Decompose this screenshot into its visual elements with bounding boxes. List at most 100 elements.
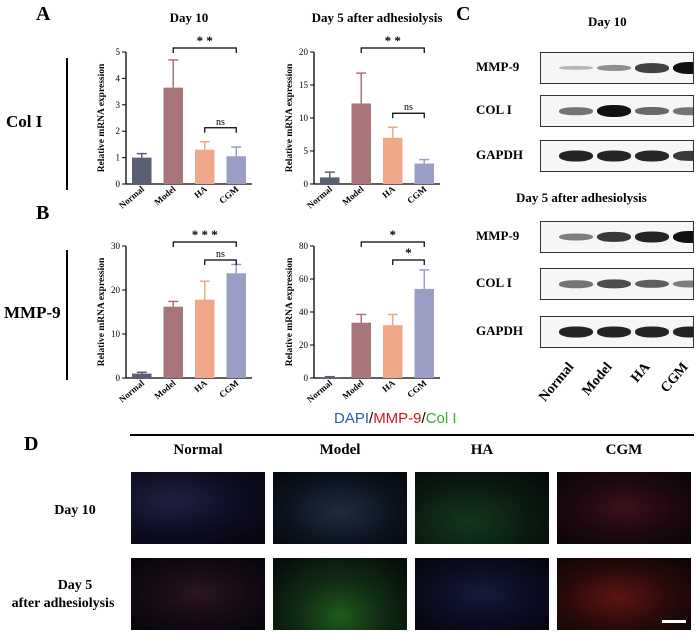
if-col-normal: Normal bbox=[173, 442, 223, 458]
panel-label-a: A bbox=[36, 3, 51, 25]
bar-chart-mmp-day10: 0 10 20 30 Relative mRNA expression Normal Mod… bbox=[97, 227, 252, 404]
western-band bbox=[559, 65, 593, 71]
significance-bracket bbox=[172, 47, 237, 53]
y-tick-label: 0 bbox=[116, 179, 121, 189]
chart-title: Day 10 bbox=[170, 10, 209, 25]
if-row-day10: Day 10 bbox=[54, 503, 96, 518]
y-tick-label: 20 bbox=[299, 340, 309, 350]
y-axis-label: Relative mRNA expression bbox=[285, 63, 295, 172]
western-band bbox=[635, 107, 669, 115]
panel-label-b: B bbox=[36, 202, 50, 224]
x-tick-label-cgm: CGM bbox=[405, 378, 429, 400]
bar-ha bbox=[194, 299, 215, 378]
western-band bbox=[673, 280, 693, 288]
x-tick-label-cgm: CGM bbox=[405, 184, 429, 206]
bar-ha bbox=[194, 149, 215, 184]
western-blot-strip bbox=[540, 95, 694, 127]
significance-bracket bbox=[360, 47, 425, 53]
western-blot-strip bbox=[540, 140, 694, 172]
x-tick-label-cgm: CGM bbox=[217, 378, 241, 400]
western-band bbox=[559, 107, 593, 115]
y-tick-label: 60 bbox=[299, 274, 309, 284]
western-band bbox=[635, 63, 669, 73]
title-slash-2: / bbox=[421, 410, 426, 427]
significance-label: * bbox=[405, 245, 412, 260]
western-row-label: COL I bbox=[476, 102, 512, 117]
western-band bbox=[559, 233, 593, 241]
western-band bbox=[559, 326, 593, 338]
bar-cgm bbox=[414, 288, 435, 378]
col-row-bar bbox=[66, 58, 68, 190]
bar-normal bbox=[319, 377, 340, 378]
y-tick-label: 10 bbox=[111, 329, 121, 339]
x-tick-label-model: Model bbox=[152, 184, 178, 208]
panel-label-c: C bbox=[456, 3, 471, 25]
if-image-cgm-day5 bbox=[557, 558, 691, 630]
significance-label: ns bbox=[216, 117, 225, 128]
y-axis-label: Relative mRNA expression bbox=[285, 257, 295, 366]
y-axis-label: Relative mRNA expression bbox=[97, 63, 107, 172]
significance-label: * bbox=[390, 227, 397, 242]
row-label-col: Col I bbox=[6, 112, 43, 131]
western-lane-label-ha: HA bbox=[628, 360, 654, 386]
significance-label: ns bbox=[216, 249, 225, 260]
bar-normal bbox=[131, 157, 152, 184]
x-tick-label-cgm: CGM bbox=[217, 184, 241, 206]
x-tick-label-model: Model bbox=[340, 378, 366, 402]
if-col-cgm: CGM bbox=[605, 442, 643, 458]
if-image-model-day10 bbox=[273, 472, 407, 544]
y-tick-label: 30 bbox=[111, 241, 121, 251]
western-row-label: GAPDH bbox=[476, 323, 523, 338]
significance-label: ns bbox=[404, 102, 413, 113]
western-band bbox=[673, 231, 693, 243]
western-lane-label-normal: Normal bbox=[536, 360, 578, 405]
row-label-mmp: MMP-9 bbox=[4, 303, 61, 322]
western-band bbox=[597, 105, 631, 117]
x-tick-label-normal: Normal bbox=[117, 378, 146, 404]
if-image-cgm-day10 bbox=[557, 472, 691, 544]
significance-label: * * bbox=[385, 33, 401, 48]
chart-title: Day 5 after adhesiolysis bbox=[312, 10, 443, 25]
bar-chart-mmp-day5: 0 20 40 60 80 Relative mRNA expression Normal M… bbox=[285, 227, 440, 404]
bar-ha bbox=[382, 137, 403, 184]
western-band bbox=[673, 62, 693, 74]
title-col1: Col I bbox=[425, 410, 457, 427]
western-band bbox=[597, 64, 631, 72]
western-band bbox=[597, 326, 631, 338]
western-title-1: Day 5 after adhesiolysis bbox=[516, 190, 647, 205]
western-band bbox=[597, 279, 631, 289]
if-image-normal-day5 bbox=[131, 558, 265, 630]
bar-cgm bbox=[226, 156, 247, 184]
title-slash-1: / bbox=[369, 410, 374, 427]
bar-cgm bbox=[226, 273, 247, 378]
western-band bbox=[673, 326, 693, 338]
western-blot-strip bbox=[540, 221, 694, 253]
significance-bracket bbox=[172, 241, 237, 247]
title-mmp9: MMP-9 bbox=[373, 410, 422, 427]
y-tick-label: 2 bbox=[116, 126, 121, 136]
y-tick-label: 5 bbox=[116, 47, 121, 57]
bar-chart-col-day10: Day 10 0 1 2 3 4 5 Relative mRNA expression Norm… bbox=[97, 10, 252, 210]
y-tick-label: 4 bbox=[116, 73, 121, 83]
fluorescence-title: DAPI/MMP-9/Col I bbox=[334, 410, 457, 427]
y-tick-label: 40 bbox=[299, 307, 309, 317]
western-blot-strip bbox=[540, 52, 694, 84]
if-image-normal-day10 bbox=[131, 472, 265, 544]
western-band bbox=[597, 150, 631, 162]
fluorescence-header-line bbox=[130, 434, 694, 436]
significance-label: * * bbox=[197, 33, 213, 48]
western-lane-label-cgm: CGM bbox=[658, 360, 692, 396]
western-title-0: Day 10 bbox=[588, 14, 627, 29]
panel-label-d: D bbox=[24, 433, 39, 455]
bar-model bbox=[351, 103, 372, 184]
western-row-label: MMP-9 bbox=[476, 228, 520, 243]
x-tick-label-ha: HA bbox=[380, 184, 397, 201]
western-band bbox=[673, 150, 693, 162]
y-axis-label: Relative mRNA expression bbox=[97, 257, 107, 366]
y-tick-label: 5 bbox=[304, 146, 309, 156]
bar-ha bbox=[382, 325, 403, 378]
if-image-ha-day5 bbox=[415, 558, 549, 630]
x-tick-label-ha: HA bbox=[192, 378, 209, 395]
western-band bbox=[635, 326, 669, 338]
